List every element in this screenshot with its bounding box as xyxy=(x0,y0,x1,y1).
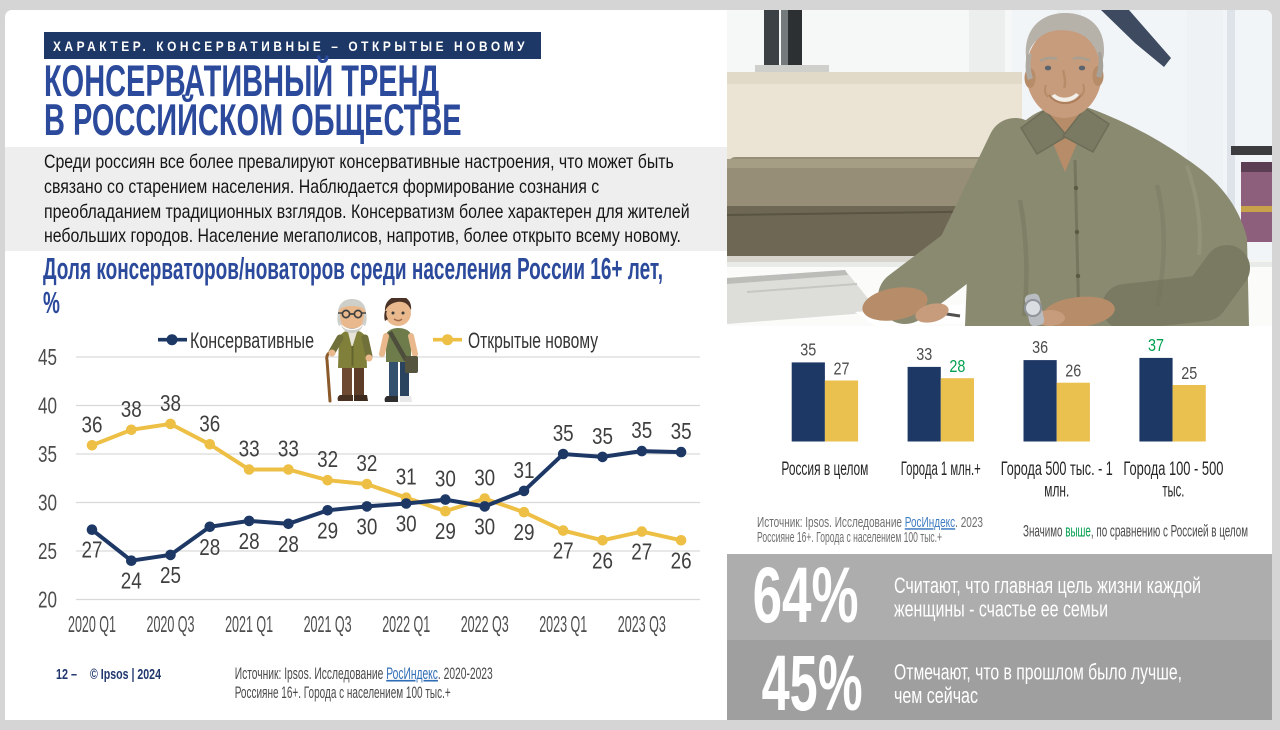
svg-text:32: 32 xyxy=(356,450,377,476)
svg-text:30: 30 xyxy=(356,513,377,539)
svg-text:30: 30 xyxy=(474,513,495,539)
svg-text:40: 40 xyxy=(38,393,57,419)
svg-text:Города 500 тыс. - 1: Города 500 тыс. - 1 xyxy=(1001,458,1113,480)
svg-text:29: 29 xyxy=(317,517,338,543)
svg-text:млн.: млн. xyxy=(1044,480,1069,502)
svg-text:36: 36 xyxy=(1032,337,1048,357)
svg-text:35: 35 xyxy=(671,418,692,444)
svg-text:Источник: Ipsos. Исследование: Источник: Ipsos. Исследование РосИндекс.… xyxy=(235,665,493,683)
svg-text:2022 Q3: 2022 Q3 xyxy=(461,611,509,637)
svg-text:35: 35 xyxy=(592,423,613,449)
svg-text:Города 100 - 500: Города 100 - 500 xyxy=(1123,458,1223,480)
svg-text:26: 26 xyxy=(1065,361,1081,381)
svg-text:Россияне 16+. Города с населен: Россияне 16+. Города с населением 100 ты… xyxy=(757,529,942,546)
svg-text:37: 37 xyxy=(1148,335,1164,355)
svg-text:24: 24 xyxy=(121,568,142,594)
svg-text:2023 Q1: 2023 Q1 xyxy=(539,611,587,637)
svg-text:30: 30 xyxy=(474,465,495,491)
svg-text:38: 38 xyxy=(160,390,181,416)
svg-text:2021 Q1: 2021 Q1 xyxy=(225,611,273,637)
svg-text:26: 26 xyxy=(671,547,692,573)
svg-text:тыс.: тыс. xyxy=(1162,480,1184,502)
svg-text:27: 27 xyxy=(631,539,652,565)
svg-text:Города 1 млн.+: Города 1 млн.+ xyxy=(901,458,981,480)
svg-text:30: 30 xyxy=(435,466,456,492)
svg-text:Источник: Ipsos. Исследование: Источник: Ipsos. Исследование РосИндекс.… xyxy=(757,515,983,531)
svg-text:25: 25 xyxy=(160,562,181,588)
svg-text:27: 27 xyxy=(553,538,574,564)
svg-text:28: 28 xyxy=(949,356,965,376)
svg-text:35: 35 xyxy=(800,339,816,359)
svg-text:27: 27 xyxy=(82,537,103,563)
svg-text:31: 31 xyxy=(396,464,417,490)
svg-text:33: 33 xyxy=(916,344,932,364)
svg-text:Открытые новому: Открытые новому xyxy=(468,330,598,353)
svg-text:Россия в целом: Россия в целом xyxy=(781,458,868,480)
svg-text:2020 Q1: 2020 Q1 xyxy=(68,611,116,637)
svg-text:25: 25 xyxy=(1181,363,1197,383)
svg-text:36: 36 xyxy=(82,411,103,437)
svg-text:33: 33 xyxy=(278,436,299,462)
svg-text:28: 28 xyxy=(239,528,260,554)
svg-text:30: 30 xyxy=(396,511,417,537)
svg-text:2020 Q3: 2020 Q3 xyxy=(147,611,195,637)
svg-text:25: 25 xyxy=(38,538,57,564)
svg-text:12 –: 12 – xyxy=(56,667,77,683)
svg-text:20: 20 xyxy=(38,587,57,613)
svg-text:2023 Q3: 2023 Q3 xyxy=(618,611,666,637)
svg-text:45%: 45% xyxy=(762,638,863,721)
svg-text:64%: 64% xyxy=(753,554,859,639)
svg-text:30: 30 xyxy=(38,490,57,516)
svg-text:2022 Q1: 2022 Q1 xyxy=(382,611,430,637)
svg-text:45: 45 xyxy=(38,344,57,370)
svg-text:29: 29 xyxy=(435,518,456,544)
svg-text:28: 28 xyxy=(278,531,299,557)
svg-text:Считают, что главная цель жизн: Считают, что главная цель жизни каждой xyxy=(894,573,1201,598)
svg-text:Россияне 16+. Города с населен: Россияне 16+. Города с населением 100 ты… xyxy=(235,684,451,702)
svg-text:29: 29 xyxy=(514,519,535,545)
svg-text:Отмечают, что в прошлом было л: Отмечают, что в прошлом было лучше, xyxy=(894,659,1182,684)
svg-text:35: 35 xyxy=(553,420,574,446)
svg-text:чем сейчас: чем сейчас xyxy=(894,682,978,707)
svg-text:27: 27 xyxy=(834,359,850,379)
svg-text:28: 28 xyxy=(199,534,220,560)
svg-text:Значимо выше, по сравнению с Р: Значимо выше, по сравнению с Россией в ц… xyxy=(1023,522,1248,540)
svg-text:2021 Q3: 2021 Q3 xyxy=(304,611,352,637)
svg-text:31: 31 xyxy=(514,457,535,483)
svg-text:женщины - счастье ее семьи: женщины - счастье ее семьи xyxy=(894,596,1108,621)
svg-text:35: 35 xyxy=(38,441,57,467)
svg-text:Консервативные: Консервативные xyxy=(190,330,314,353)
svg-text:26: 26 xyxy=(592,547,613,573)
svg-text:36: 36 xyxy=(199,410,220,436)
svg-text:35: 35 xyxy=(631,417,652,443)
svg-text:33: 33 xyxy=(239,436,260,462)
svg-text:32: 32 xyxy=(317,446,338,472)
svg-text:38: 38 xyxy=(121,396,142,422)
svg-text:© Ipsos | 2024: © Ipsos | 2024 xyxy=(90,667,161,683)
